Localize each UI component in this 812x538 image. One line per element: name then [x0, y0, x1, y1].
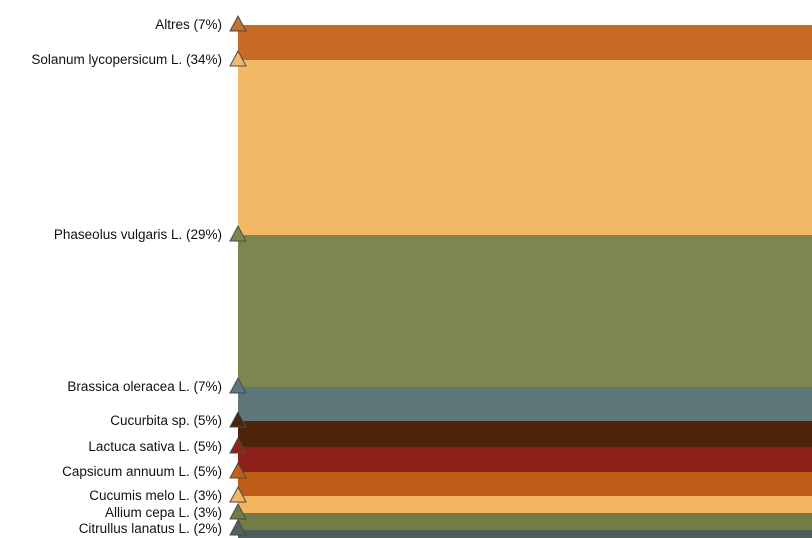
marker-triangle-1	[230, 16, 246, 31]
category-label-7: Capsicum annuum L. (5%)	[62, 464, 222, 479]
band-2	[238, 60, 812, 235]
category-label-4: Brassica oleracea L. (7%)	[67, 379, 222, 394]
band-5	[238, 421, 812, 447]
category-label-3: Phaseolus vulgaris L. (29%)	[54, 227, 222, 242]
band-9	[238, 513, 812, 530]
band-6	[238, 447, 812, 472]
category-label-8: Cucumis melo L. (3%)	[89, 488, 222, 503]
band-3	[238, 235, 812, 387]
category-label-10: Citrullus lanatus L. (2%)	[79, 521, 222, 536]
category-label-9: Allium cepa L. (3%)	[105, 505, 222, 520]
category-label-6: Lactuca sativa L. (5%)	[88, 439, 222, 454]
category-label-1: Altres (7%)	[155, 17, 222, 32]
band-7	[238, 472, 812, 496]
band-group	[238, 25, 812, 538]
band-1	[238, 25, 812, 60]
label-group: Altres (7%) Solanum lycopersicum L. (34%)…	[31, 17, 222, 536]
band-8	[238, 496, 812, 513]
band-10	[238, 530, 812, 538]
category-label-5: Cucurbita sp. (5%)	[110, 413, 222, 428]
band-4	[238, 387, 812, 421]
category-label-2: Solanum lycopersicum L. (34%)	[31, 52, 222, 67]
